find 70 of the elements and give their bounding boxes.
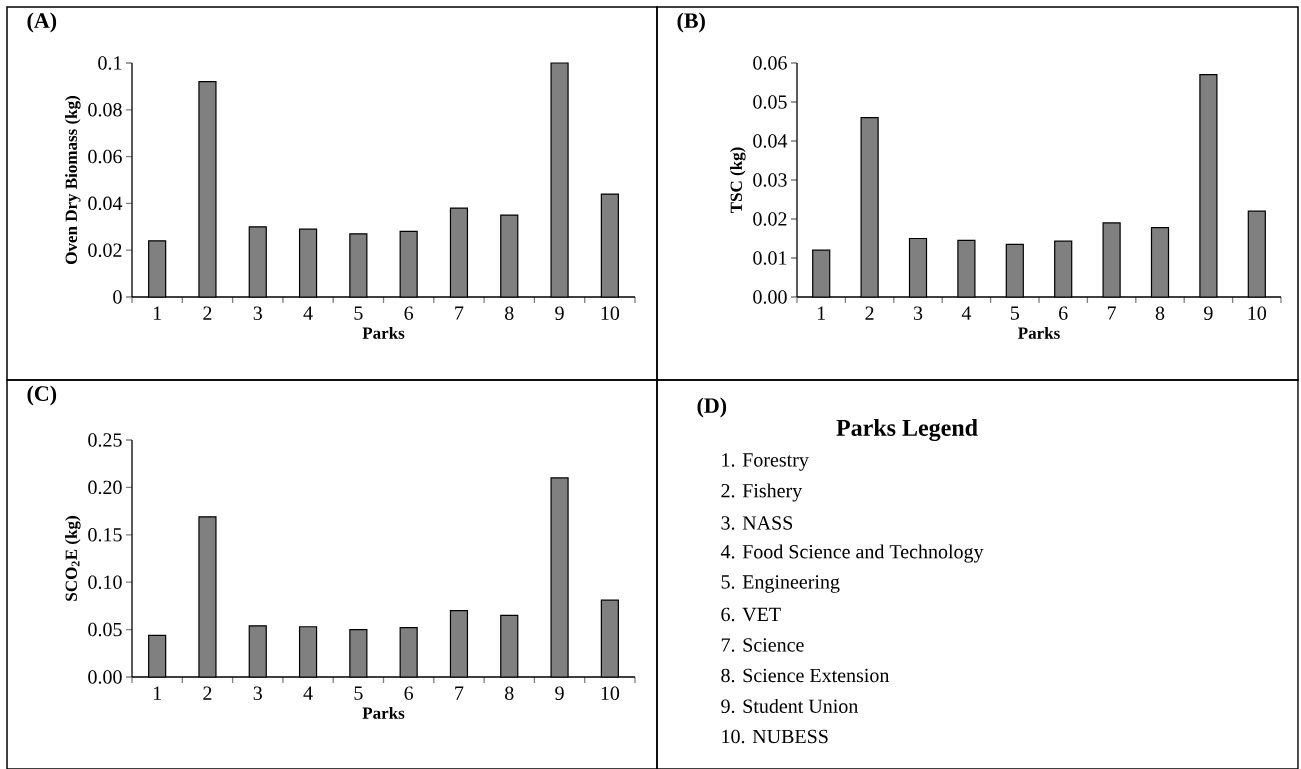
y-tick-label: 0.02 [753, 212, 787, 226]
x-tick-label: 8 [505, 306, 514, 321]
y-tick-label: 0.06 [753, 56, 787, 70]
y-tick-label: 0.00 [753, 290, 787, 304]
y-tick-label: 0.25 [88, 433, 122, 447]
x-tick-label: 10 [601, 306, 620, 321]
y-tick-label: 0.01 [753, 251, 787, 265]
y-axis-title: Oven Dry Biomass (kg) [65, 96, 81, 264]
y-tick-label: 0.00 [88, 670, 122, 684]
text: 3. NASS [721, 516, 793, 530]
x-tick-label: 5 [354, 686, 363, 700]
x-tick-label: 1 [817, 306, 826, 320]
x-axis-title: Parks [362, 706, 405, 719]
x-tick-label: 3 [253, 306, 262, 320]
text: 4. Food Science and Technology [720, 544, 984, 563]
y-tick-label: 0.03 [753, 173, 787, 187]
x-tick-label: 9 [555, 686, 564, 700]
x-tick-label: 7 [455, 306, 464, 320]
x-axis-title: Parks [362, 326, 405, 339]
y-tick-label: 0.05 [88, 622, 122, 637]
y-tick-label: 0.10 [88, 575, 122, 589]
x-tick-label: 4 [303, 306, 313, 320]
x-tick-label: 10 [1248, 306, 1267, 321]
y-tick-label: 0.06 [88, 149, 122, 164]
x-axis-title: Parks [1018, 326, 1060, 339]
text: Parks Legend [836, 419, 978, 441]
x-tick-label: 8 [1155, 306, 1165, 321]
x-tick-label: 4 [303, 686, 313, 700]
y-tick-label: 0.04 [88, 196, 123, 211]
text: 6. VET [721, 607, 781, 622]
chart-title: (A) [27, 12, 57, 33]
text: 7. Science [721, 638, 804, 652]
y-tick-label: 0.02 [88, 243, 122, 257]
x-tick-label: 1 [153, 306, 161, 320]
y-tick-label: 0.08 [88, 103, 122, 117]
x-tick-label: 7 [455, 686, 464, 700]
text: 8. Science Extension [721, 668, 890, 683]
x-tick-label: 9 [555, 306, 564, 320]
y-tick-label: 0.20 [88, 480, 122, 495]
x-tick-label: 7 [1107, 306, 1117, 320]
text: (D) [697, 397, 727, 418]
y-tick-label: 0.05 [753, 95, 787, 109]
x-tick-label: 3 [253, 686, 262, 700]
x-tick-label: 1 [153, 686, 161, 700]
x-tick-label: 3 [913, 306, 923, 320]
x-tick-label: 2 [203, 306, 212, 320]
y-tick-label: 0 [113, 290, 122, 304]
x-tick-label: 9 [1204, 306, 1213, 320]
y-axis-title: SCO$_{2}$E (kg) [65, 516, 81, 601]
y-tick-label: 0.04 [753, 134, 788, 148]
y-tick-label: 0.1 [98, 56, 122, 70]
text: 5. Engineering [721, 575, 840, 593]
chart-title: (B) [677, 12, 705, 33]
x-tick-label: 8 [505, 686, 514, 701]
text: 10. NUBESS [722, 729, 828, 744]
x-tick-label: 6 [1059, 306, 1068, 320]
x-tick-label: 2 [865, 306, 874, 320]
x-tick-label: 6 [404, 306, 414, 320]
x-tick-label: 4 [961, 306, 972, 320]
x-tick-label: 2 [203, 686, 212, 700]
text: 9. Student Union [721, 698, 859, 714]
text: 2. Fishery [721, 483, 803, 502]
y-axis-title: TSC (kg) [730, 147, 746, 214]
x-tick-label: 5 [354, 306, 363, 320]
chart-title: (C) [27, 385, 57, 406]
y-tick-label: 0.15 [88, 528, 122, 542]
x-tick-label: 5 [1010, 306, 1020, 320]
x-tick-label: 6 [404, 686, 414, 700]
x-tick-label: 10 [601, 686, 620, 701]
text: 1. Forestry [722, 453, 809, 471]
